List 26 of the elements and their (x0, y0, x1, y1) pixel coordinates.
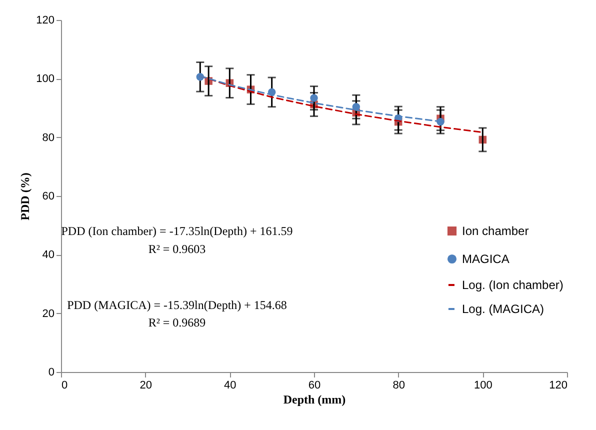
y-tick-label: 0 (48, 366, 54, 378)
legend-label: Log. (Ion chamber) (462, 278, 564, 292)
annotation: PDD (Ion chamber) = -17.35ln(Depth) + 161.59 (61, 224, 293, 238)
y-tick-label: 20 (42, 308, 54, 320)
x-tick-label: 40 (224, 380, 236, 392)
annotation: PDD (MAGICA) = -15.39ln(Depth) + 154.68 (67, 298, 287, 312)
y-tick-label: 80 (42, 132, 54, 144)
x-axis-title: Depth (mm) (283, 392, 346, 406)
x-tick-label: 60 (308, 380, 321, 392)
legend-label: Log. (MAGICA) (462, 302, 544, 316)
y-tick-label: 40 (42, 249, 54, 262)
legend-label: Ion chamber (462, 224, 529, 238)
x-tick-label: 0 (62, 380, 68, 392)
y-tick-label: 60 (42, 190, 54, 202)
point (352, 102, 360, 111)
annotation: R² = 0.9603 (148, 242, 206, 256)
point (310, 94, 318, 102)
x-tick-label: 100 (474, 380, 492, 392)
y-tick-label: 120 (36, 14, 54, 26)
x-tick-label: 120 (549, 380, 568, 392)
y-tick-label: 100 (36, 73, 54, 86)
legend-label: MAGICA (462, 252, 510, 266)
annotation: R² = 0.9689 (148, 316, 206, 330)
x-tick-label: 80 (392, 380, 405, 392)
y-axis-title: PDD (%) (18, 172, 32, 220)
x-tick-label: 20 (140, 380, 152, 392)
